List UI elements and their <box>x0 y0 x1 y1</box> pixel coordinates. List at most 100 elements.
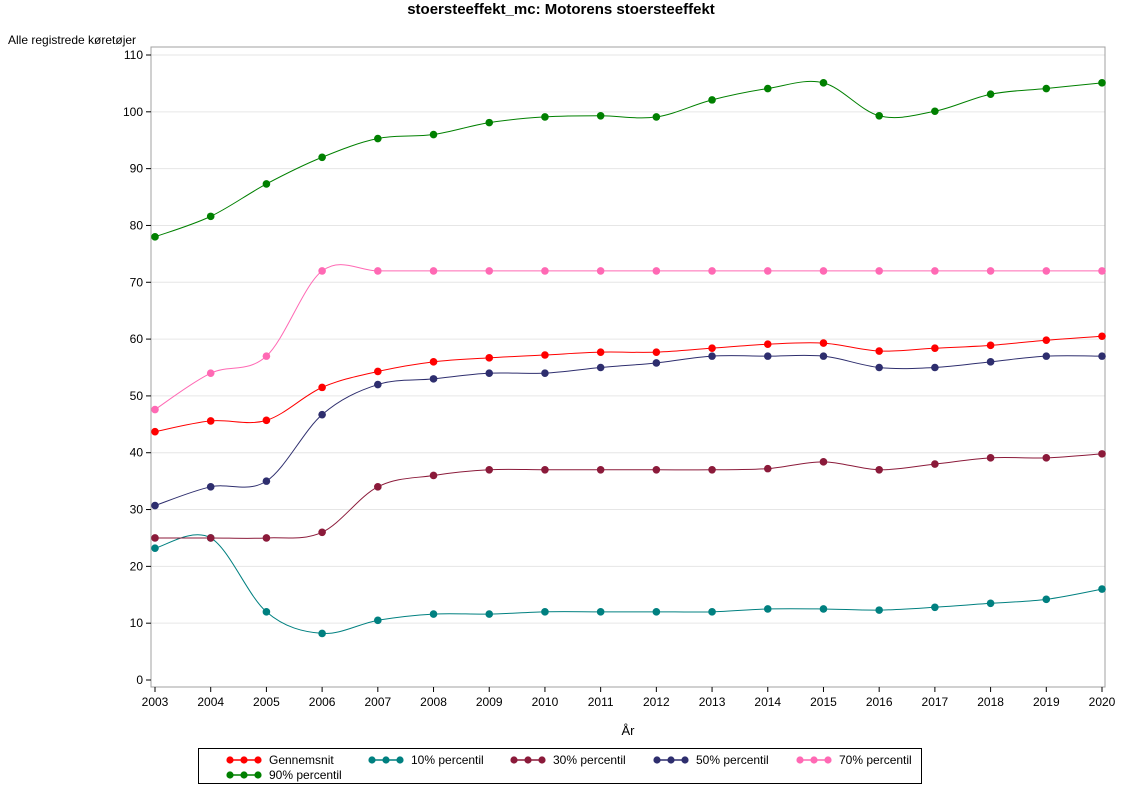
data-point <box>763 267 772 275</box>
data-point <box>429 358 438 366</box>
data-point <box>1098 450 1106 458</box>
y-tick-label: 50 <box>130 389 144 403</box>
data-point <box>931 267 939 275</box>
data-point <box>875 111 883 120</box>
y-tick-label: 30 <box>130 503 144 517</box>
data-point <box>374 134 382 143</box>
y-tick-label: 40 <box>130 446 144 460</box>
data-point <box>819 267 828 275</box>
legend-swatch <box>226 756 262 764</box>
data-point <box>1042 595 1051 604</box>
data-point <box>652 608 661 616</box>
data-point <box>318 410 326 419</box>
plot-frame <box>150 46 1106 688</box>
y-tick-label: 90 <box>130 162 144 176</box>
data-point <box>819 339 828 347</box>
data-point <box>318 267 326 275</box>
data-point <box>485 610 494 618</box>
data-point <box>652 113 661 121</box>
data-point <box>708 267 716 275</box>
series-line <box>154 534 1103 634</box>
data-point <box>708 352 716 360</box>
legend-swatch <box>368 756 404 764</box>
data-point <box>429 610 438 618</box>
y-axis-label: Alle registrede køretøjer <box>8 33 137 47</box>
data-point <box>986 267 995 275</box>
data-point <box>596 267 605 275</box>
data-point <box>262 416 271 425</box>
series-line <box>154 264 1102 410</box>
data-point <box>931 460 939 468</box>
data-point <box>596 111 605 120</box>
data-point <box>763 605 772 613</box>
data-point <box>596 465 605 474</box>
data-point <box>151 405 159 414</box>
data-point <box>763 340 772 349</box>
series-line <box>154 80 1103 238</box>
data-point <box>1098 352 1106 360</box>
data-point <box>485 118 494 127</box>
data-point <box>541 369 549 377</box>
data-point <box>318 629 326 638</box>
data-point <box>986 90 995 99</box>
legend-swatch <box>796 756 832 764</box>
chart-title: stoersteeffekt_mc: Motorens stoersteeffe… <box>407 1 715 18</box>
series-line <box>154 354 1103 507</box>
data-point <box>875 465 883 474</box>
data-point <box>206 369 215 377</box>
legend-label: 30% percentil <box>553 753 626 767</box>
data-point <box>485 267 494 275</box>
legend-item: Gennemsnit <box>225 753 334 767</box>
legend-item: 90% percentil <box>225 768 342 782</box>
legend-item: 50% percentil <box>652 753 769 767</box>
y-tick-label: 60 <box>130 332 144 346</box>
data-point <box>262 534 271 542</box>
data-point <box>596 608 605 616</box>
x-axis-label: År <box>622 723 636 738</box>
legend: Gennemsnit 10% percentil 30% percentil 50% … <box>198 748 922 784</box>
y-tick-label: 0 <box>136 673 143 687</box>
line-chart: 0 10 20 30 40 50 60 70 80 90 100 110 2003 2004 2005 200… <box>123 46 1116 738</box>
data-point <box>374 367 382 376</box>
data-point <box>151 427 159 436</box>
x-tick-label: 2015 <box>810 695 837 709</box>
data-point <box>596 363 605 372</box>
data-point <box>1098 79 1106 87</box>
data-point <box>1042 336 1051 345</box>
data-point <box>262 352 271 360</box>
data-point <box>652 348 661 356</box>
data-point <box>429 267 438 275</box>
y-tick-label: 70 <box>130 275 144 289</box>
data-point <box>763 352 772 360</box>
data-point <box>875 267 883 275</box>
x-tick-label: 2020 <box>1089 695 1116 709</box>
data-point <box>1098 332 1106 341</box>
data-point <box>318 383 326 392</box>
legend-swatch <box>226 771 262 779</box>
data-point <box>541 608 549 616</box>
y-tick-label: 10 <box>130 616 144 630</box>
data-point <box>652 465 661 474</box>
data-point <box>986 358 995 366</box>
data-point <box>931 107 939 116</box>
legend-label: 10% percentil <box>411 753 484 767</box>
x-tick-label: 2019 <box>1033 695 1060 709</box>
data-point <box>986 454 995 462</box>
x-tick-label: 2016 <box>866 695 893 709</box>
legend-swatch <box>653 756 689 764</box>
y-tick-label: 20 <box>130 559 144 573</box>
data-point <box>262 477 271 485</box>
data-point <box>986 599 995 608</box>
legend-label: 70% percentil <box>839 753 912 767</box>
data-point <box>931 344 939 352</box>
x-tick-label: 2005 <box>253 695 280 709</box>
x-tick-label: 2012 <box>643 695 670 709</box>
data-point <box>1098 585 1106 593</box>
y-tick-label: 80 <box>130 218 144 232</box>
data-point <box>541 113 549 121</box>
data-point <box>708 608 716 616</box>
data-point <box>541 267 549 275</box>
x-tick-label: 2004 <box>197 695 224 709</box>
data-point <box>708 344 716 352</box>
x-tick-label: 2018 <box>977 695 1004 709</box>
